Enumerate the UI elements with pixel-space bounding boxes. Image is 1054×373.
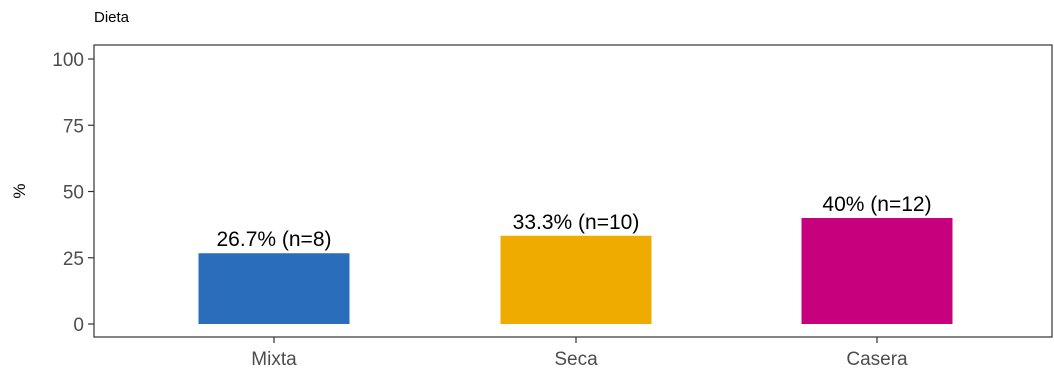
data-label-casera: 40% (n=12): [822, 193, 931, 216]
bars-group: [198, 218, 953, 324]
x-axis: Mixta Seca Casera: [251, 337, 908, 370]
x-tick-label-mixta: Mixta: [251, 349, 297, 370]
x-tick-label-seca: Seca: [554, 349, 598, 370]
y-tick-label: 100: [52, 50, 84, 71]
y-tick-label: 0: [73, 315, 84, 336]
y-tick-label: 50: [63, 183, 84, 204]
x-tick-label-casera: Casera: [846, 349, 908, 370]
data-label-mixta: 26.7% (n=8): [217, 228, 332, 251]
data-label-seca: 33.3% (n=10): [513, 211, 640, 234]
bar-casera: [801, 218, 953, 324]
bar-seca: [500, 235, 652, 324]
chart-title: Dieta: [94, 9, 130, 26]
y-tick-label: 25: [63, 249, 84, 270]
y-tick-label: 75: [63, 116, 84, 137]
bar-mixta: [198, 253, 350, 324]
y-axis-label: %: [10, 183, 29, 198]
bar-labels-group: 26.7% (n=8) 33.3% (n=10) 40% (n=12): [217, 193, 932, 251]
y-axis: 0 25 50 75 100: [52, 50, 94, 336]
